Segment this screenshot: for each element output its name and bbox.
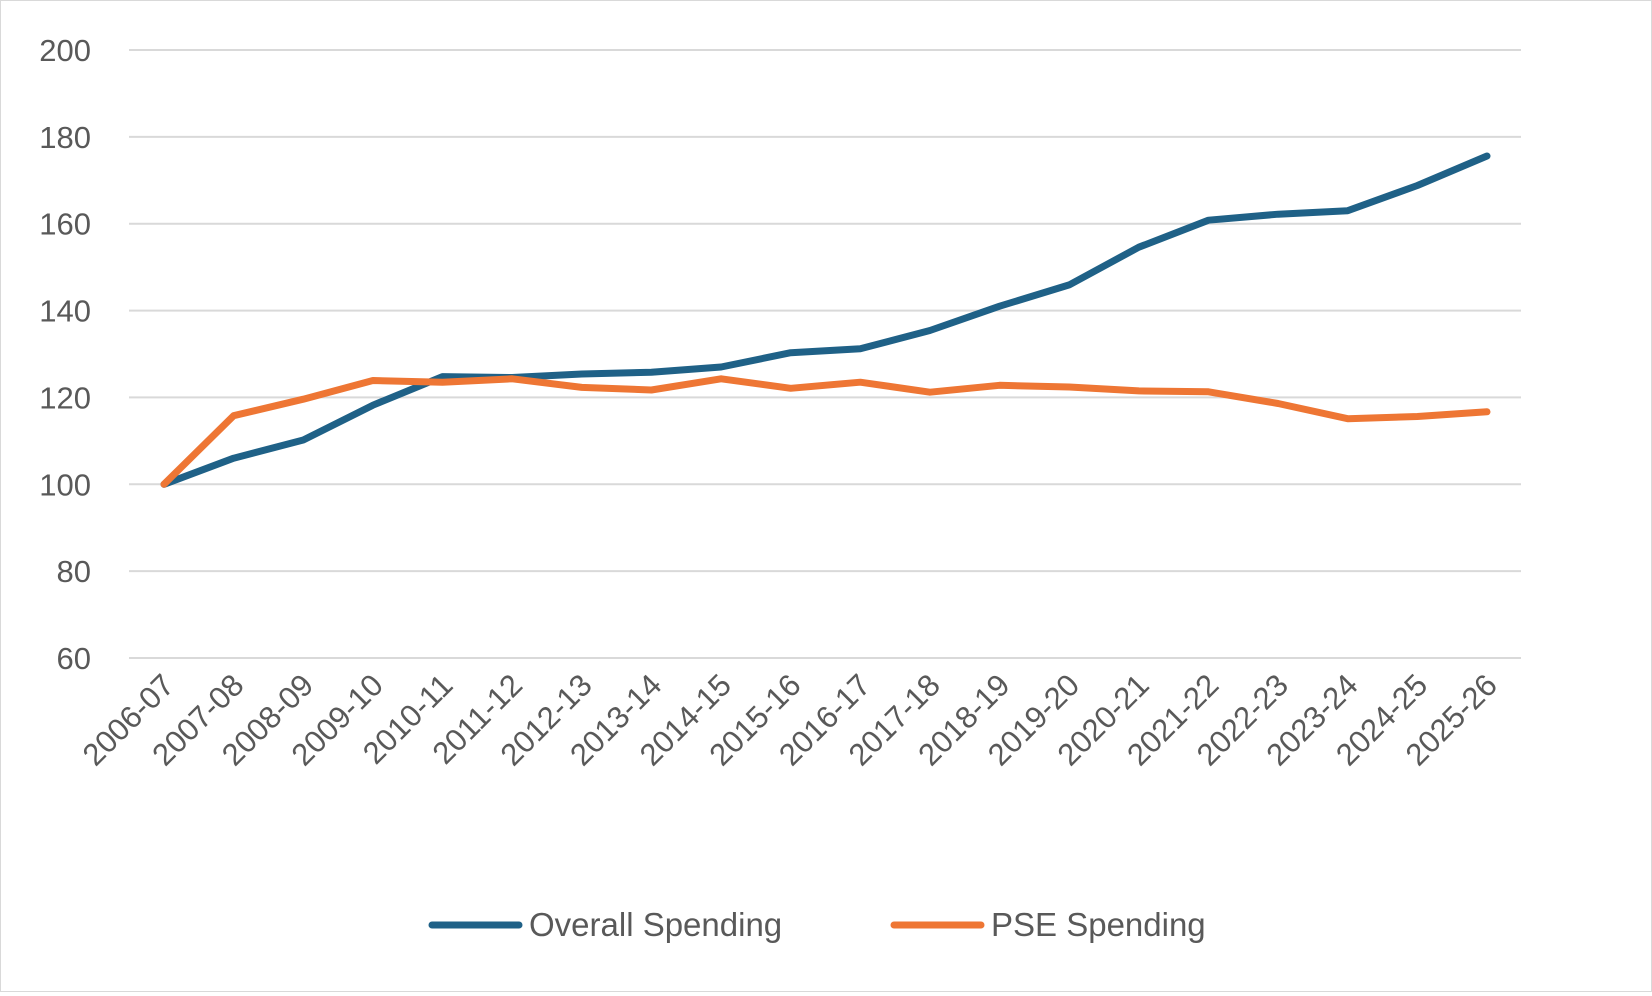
series-line — [160, 152, 1491, 488]
y-tick-label: 140 — [39, 294, 91, 329]
y-tick-label: 80 — [57, 554, 91, 589]
y-tick-label: 160 — [39, 207, 91, 242]
y-tick-label: 60 — [57, 641, 91, 676]
legend-label: PSE Spending — [991, 906, 1206, 943]
legend-label: Overall Spending — [529, 906, 782, 943]
series-lines — [160, 152, 1491, 488]
y-tick-label: 100 — [39, 467, 91, 502]
legend: Overall Spending PSE Spending — [428, 906, 1206, 943]
gridlines — [129, 49, 1521, 659]
y-tick-label: 200 — [39, 33, 91, 68]
series-line — [160, 375, 1491, 488]
y-tick-label: 180 — [39, 120, 91, 155]
y-tick-label: 120 — [39, 380, 91, 415]
x-axis-tick-labels: 2006-072007-082008-092009-102010-112011-… — [76, 667, 1504, 772]
y-axis-tick-labels: 60 80 100 120 140 160 180 200 — [39, 33, 91, 676]
